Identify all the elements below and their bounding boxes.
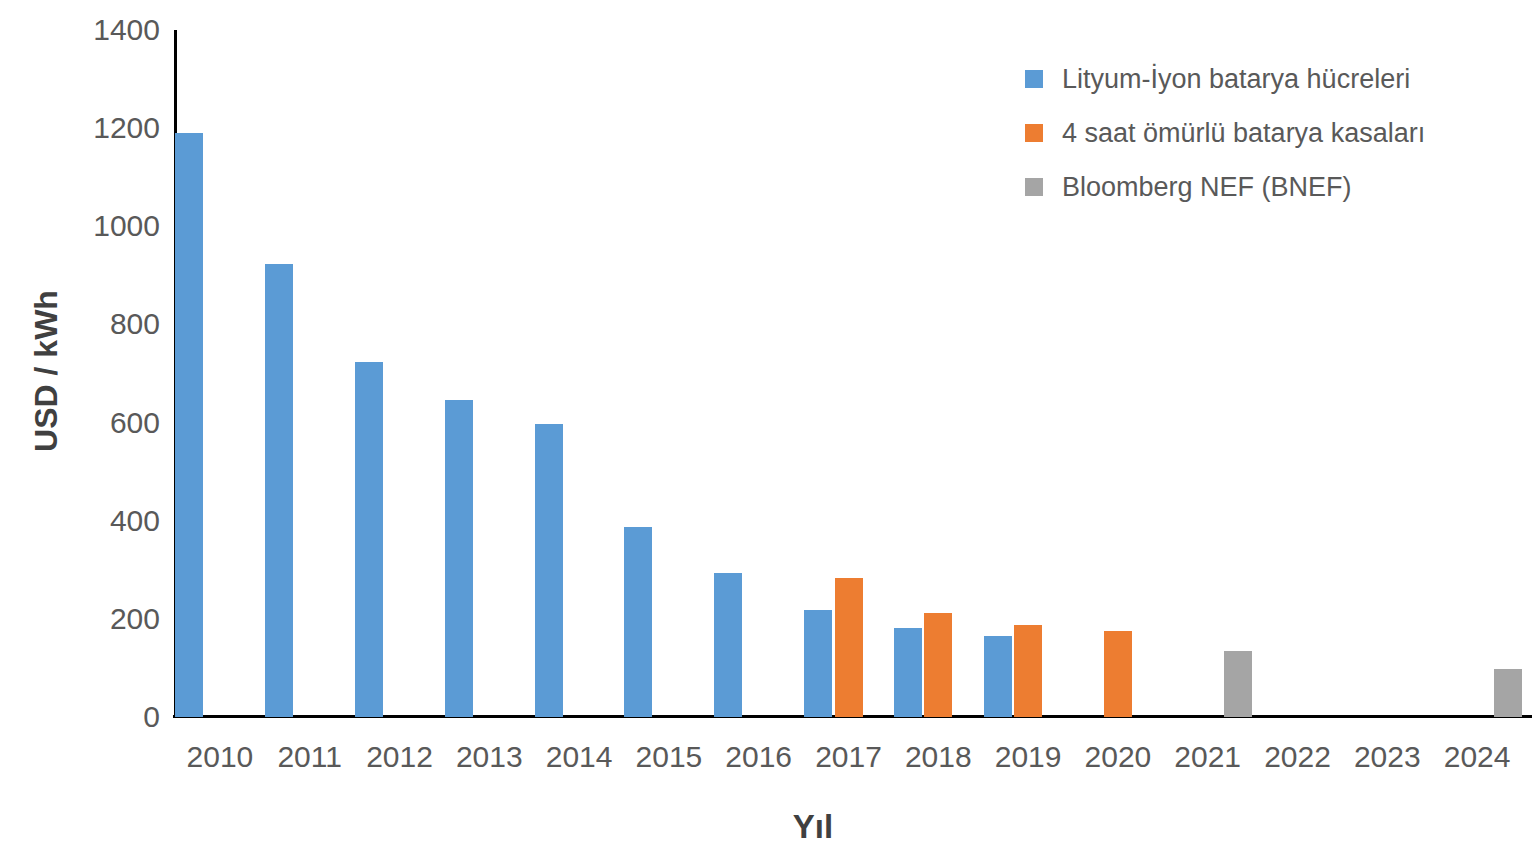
x-tick-label-2017: 2017	[799, 742, 899, 772]
bar-2021-series-2	[1224, 651, 1252, 717]
x-tick-label-2021: 2021	[1158, 742, 1258, 772]
x-axis-title: Yıl	[763, 808, 863, 846]
bar-2011-series-0	[265, 264, 293, 717]
x-tick-label-2016: 2016	[709, 742, 809, 772]
y-tick-label-1400: 1400	[0, 15, 160, 45]
y-tick-label-400: 400	[0, 506, 160, 536]
bar-2016-series-0	[714, 573, 742, 717]
x-tick-label-2022: 2022	[1248, 742, 1348, 772]
bar-2017-series-0	[804, 610, 832, 717]
bar-2018-series-1	[924, 613, 952, 717]
bar-2019-series-1	[1014, 625, 1042, 717]
x-tick-label-2018: 2018	[888, 742, 988, 772]
x-tick-label-2013: 2013	[439, 742, 539, 772]
x-tick-label-2014: 2014	[529, 742, 629, 772]
bar-chart: USD / kWh 0200400600800100012001400 2010…	[0, 0, 1536, 864]
x-tick-label-2019: 2019	[978, 742, 1078, 772]
legend-swatch-series-1	[1025, 124, 1043, 142]
x-tick-label-2023: 2023	[1337, 742, 1437, 772]
x-tick-label-2011: 2011	[260, 742, 360, 772]
y-tick-label-600: 600	[0, 408, 160, 438]
bar-2017-series-1	[835, 578, 863, 717]
y-tick-label-0: 0	[0, 702, 160, 732]
bar-2014-series-0	[535, 424, 563, 717]
y-tick-label-200: 200	[0, 604, 160, 634]
legend-label-series-0: Lityum-İyon batarya hücreleri	[1062, 66, 1410, 93]
legend-swatch-series-0	[1025, 70, 1043, 88]
y-tick-label-800: 800	[0, 309, 160, 339]
x-tick-label-2024: 2024	[1427, 742, 1527, 772]
y-tick-label-1200: 1200	[0, 113, 160, 143]
legend-label-series-1: 4 saat ömürlü batarya kasaları	[1062, 120, 1425, 147]
bar-2024-series-2	[1494, 669, 1522, 717]
bar-2010-series-0	[175, 133, 203, 717]
bar-2020-series-1	[1104, 631, 1132, 717]
bar-2013-series-0	[445, 400, 473, 717]
bar-2015-series-0	[624, 527, 652, 717]
x-tick-label-2015: 2015	[619, 742, 719, 772]
bar-2012-series-0	[355, 362, 383, 717]
legend-label-series-2: Bloomberg NEF (BNEF)	[1062, 174, 1352, 201]
x-tick-label-2010: 2010	[170, 742, 270, 772]
bar-2018-series-0	[894, 628, 922, 717]
x-tick-label-2020: 2020	[1068, 742, 1168, 772]
legend-swatch-series-2	[1025, 178, 1043, 196]
y-tick-label-1000: 1000	[0, 211, 160, 241]
bar-2019-series-0	[984, 636, 1012, 717]
x-tick-label-2012: 2012	[350, 742, 450, 772]
